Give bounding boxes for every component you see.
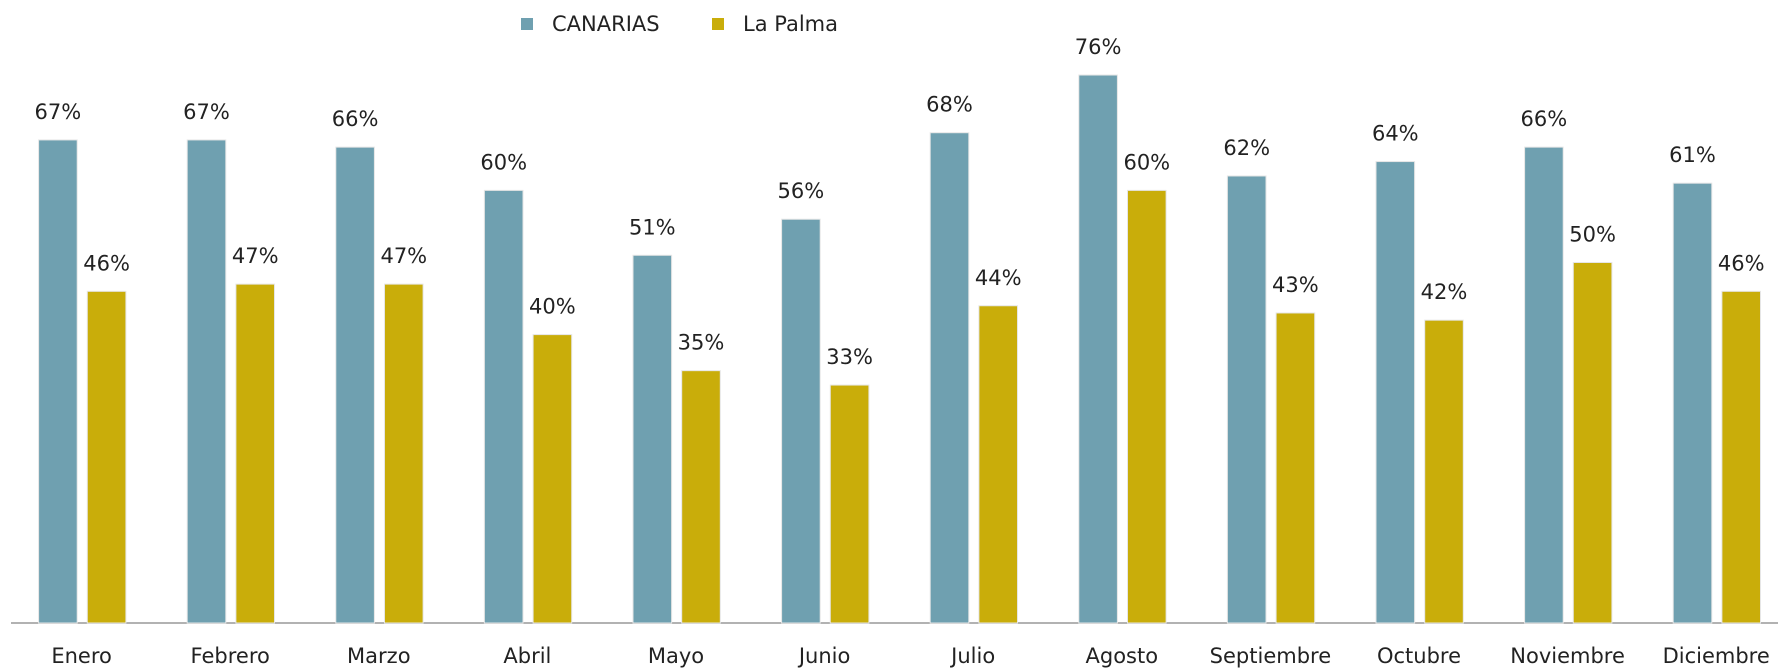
x-tick-label: Abril [503,644,551,668]
x-tick-label: Agosto [1086,644,1159,668]
x-tick-label: Mayo [648,644,704,668]
data-label: 51% [629,215,676,239]
data-label: 35% [678,331,725,355]
bar [1375,161,1416,624]
x-tick-label: Julio [949,644,995,668]
data-label: 66% [1521,107,1568,131]
data-label: 44% [975,266,1022,290]
x-tick-label: Junio [797,644,851,668]
bar [1524,146,1564,624]
data-label: 46% [83,251,130,275]
bar [681,370,721,624]
data-label: 42% [1421,280,1468,304]
bar [1078,74,1118,624]
data-label: 62% [1223,136,1270,160]
bar [235,283,275,624]
data-label: 64% [1372,122,1419,146]
data-label: 76% [1075,35,1122,59]
data-label: 67% [35,100,82,124]
data-label: 67% [183,100,230,124]
data-label: 40% [529,295,576,319]
bar [86,290,127,624]
bar [978,305,1019,624]
bar [186,139,227,624]
bar [1721,290,1762,624]
data-label: 46% [1718,251,1765,275]
legend-label: La Palma [743,12,838,36]
x-tick-label: Diciembre [1663,644,1770,668]
data-label: 50% [1569,223,1616,247]
bar [1226,175,1267,624]
bar [1424,319,1464,624]
data-label: 60% [1123,150,1170,174]
x-tick-label: Septiembre [1210,644,1331,668]
bar [483,189,524,624]
data-label: 60% [480,150,527,174]
data-label: 47% [232,244,279,268]
data-label: 61% [1669,143,1716,167]
bar [1572,262,1613,624]
data-label: 56% [778,179,825,203]
bar [1275,312,1316,624]
bar [335,146,375,624]
data-label: 47% [380,244,427,268]
legend-label: CANARIAS [552,12,660,36]
bar [929,132,970,624]
legend-swatch [521,18,533,30]
legend-swatch [712,18,724,30]
bar [532,334,573,624]
bar [632,254,673,624]
data-label: 68% [926,93,973,117]
data-label: 66% [332,107,379,131]
data-label: 43% [1272,273,1319,297]
data-label: 33% [826,345,873,369]
bar [38,139,78,624]
bar [781,218,821,624]
x-tick-label: Enero [51,644,112,668]
bar [1672,182,1713,624]
bar [384,283,424,624]
bar [1127,189,1167,624]
bar [829,384,870,624]
x-tick-label: Febrero [191,644,270,668]
x-tick-label: Octubre [1377,644,1461,668]
x-tick-label: Noviembre [1510,644,1625,668]
x-tick-label: Marzo [347,644,411,668]
